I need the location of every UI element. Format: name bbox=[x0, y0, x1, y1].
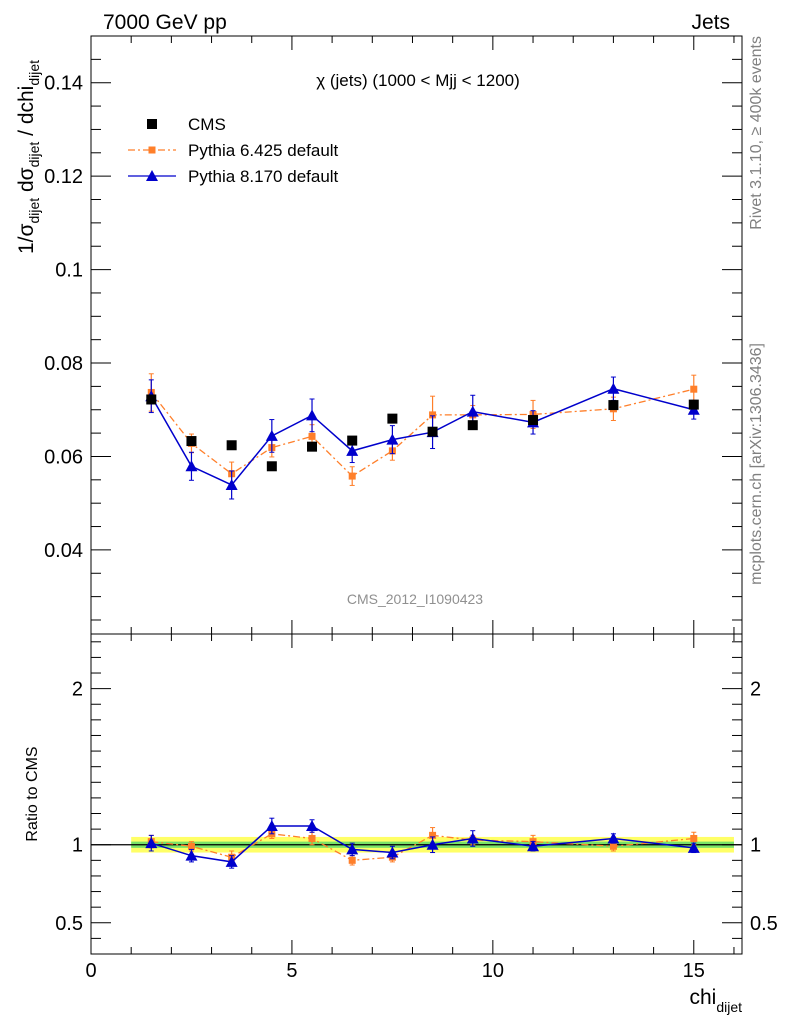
cms-point bbox=[266, 461, 277, 472]
ratio-panel: 0.5 0.5 1 1 2 2 0 5 10 15 Ratio to CMS chidijet bbox=[24, 633, 778, 1015]
ratio-pythia6-point bbox=[690, 834, 698, 842]
x-tick-label: 10 bbox=[482, 960, 504, 982]
x-tick-label: 5 bbox=[286, 960, 297, 982]
cms-point bbox=[347, 435, 358, 446]
pythia8-line bbox=[150, 387, 694, 486]
legend-label: CMS bbox=[188, 115, 226, 134]
ratio-pythia8-point bbox=[145, 837, 158, 849]
legend-marker bbox=[146, 170, 158, 181]
ratio-pythia6-point bbox=[187, 842, 195, 850]
y-tick-label-right: 0.5 bbox=[750, 913, 778, 935]
y-tick-label: 0.04 bbox=[44, 540, 83, 562]
cms-point bbox=[688, 399, 699, 410]
ratio-pythia6-line bbox=[151, 833, 694, 862]
main-title: χ (jets) (1000 < Mjj < 1200) bbox=[316, 71, 520, 90]
y-tick-label-right: 1 bbox=[750, 835, 761, 857]
pythia6-line bbox=[150, 388, 694, 477]
header-left: 7000 GeV pp bbox=[103, 11, 227, 34]
pythia8-point bbox=[607, 382, 620, 394]
ratio-pythia8-line bbox=[151, 825, 694, 863]
ratio-frame bbox=[90, 633, 743, 955]
x-tick-label: 0 bbox=[85, 960, 96, 982]
legend-marker bbox=[147, 119, 157, 129]
x-axis-label: chidijet bbox=[689, 986, 742, 1015]
pythia6-point bbox=[429, 411, 437, 419]
pythia8-point bbox=[346, 444, 359, 456]
ratio-pythia8-point bbox=[306, 820, 319, 831]
pythia8-point bbox=[265, 429, 278, 441]
cms-point bbox=[387, 413, 398, 424]
pythia8-point bbox=[386, 433, 399, 445]
y-tick-label: 1 bbox=[72, 835, 83, 857]
ratio-pythia6-point bbox=[609, 842, 617, 850]
legend-label: Pythia 6.425 default bbox=[188, 141, 339, 160]
y-tick-label: 0.5 bbox=[55, 913, 83, 935]
main-y-axis-label: 1/σdijet dσdijet / dchidijet bbox=[15, 60, 42, 254]
legend-marker bbox=[148, 146, 156, 154]
ratio-pythia6-point bbox=[429, 831, 437, 839]
pythia6-point bbox=[348, 472, 356, 480]
cms-point bbox=[608, 400, 619, 411]
cms-point bbox=[146, 394, 157, 405]
ratio-pythia8-point bbox=[607, 832, 620, 844]
pythia8-point bbox=[306, 409, 319, 421]
mcplots-label: mcplots.cern.ch [arXiv:1306.3436] bbox=[748, 343, 765, 585]
ratio-pythia8-point bbox=[386, 846, 399, 858]
cms-point bbox=[186, 436, 197, 447]
ratio-pythia6-point bbox=[308, 834, 316, 842]
cms-point bbox=[427, 426, 438, 437]
ratio-pythia8-point bbox=[225, 855, 238, 867]
x-tick-label: 15 bbox=[683, 960, 705, 982]
ratio-pythia8-point bbox=[527, 840, 540, 852]
y-tick-label-right: 2 bbox=[750, 679, 761, 701]
ratio-pythia8-point bbox=[185, 849, 198, 861]
pythia8-point bbox=[185, 460, 198, 472]
y-tick-label: 0.1 bbox=[55, 260, 83, 282]
ratio-pythia8-point bbox=[265, 820, 278, 831]
y-tick-label: 0.06 bbox=[44, 446, 83, 468]
pythia6-point bbox=[308, 432, 316, 440]
main-watermark: CMS_2012_I1090423 bbox=[347, 591, 483, 607]
pythia8-point bbox=[466, 405, 479, 417]
ratio-pythia6-point bbox=[348, 856, 356, 864]
y-tick-label: 2 bbox=[72, 679, 83, 701]
legend: CMS Pythia 6.425 default Pythia 8.170 defa… bbox=[128, 115, 339, 186]
ratio-y-axis-label: Ratio to CMS bbox=[24, 746, 41, 841]
y-tick-label: 0.12 bbox=[44, 166, 83, 188]
ratio-pythia8-point bbox=[426, 838, 439, 850]
rivet-label: Rivet 3.1.10, ≥ 400k events bbox=[748, 36, 765, 230]
header-right: Jets bbox=[691, 11, 730, 34]
y-tick-label: 0.08 bbox=[44, 353, 83, 375]
legend-label: Pythia 8.170 default bbox=[188, 167, 339, 186]
cms-point bbox=[226, 440, 237, 451]
cms-point bbox=[528, 415, 539, 426]
y-tick-label: 0.14 bbox=[44, 73, 83, 95]
main-panel: χ (jets) (1000 < Mjj < 1200) CMS_2012_I1… bbox=[15, 35, 743, 635]
pythia6-point bbox=[690, 385, 698, 393]
ratio-pythia8-point bbox=[687, 841, 700, 853]
cms-point bbox=[307, 441, 318, 452]
pythia8-point bbox=[225, 478, 238, 490]
ratio-pythia8-point bbox=[346, 843, 359, 855]
ratio-pythia8-point bbox=[466, 832, 479, 844]
cms-point bbox=[467, 420, 478, 431]
